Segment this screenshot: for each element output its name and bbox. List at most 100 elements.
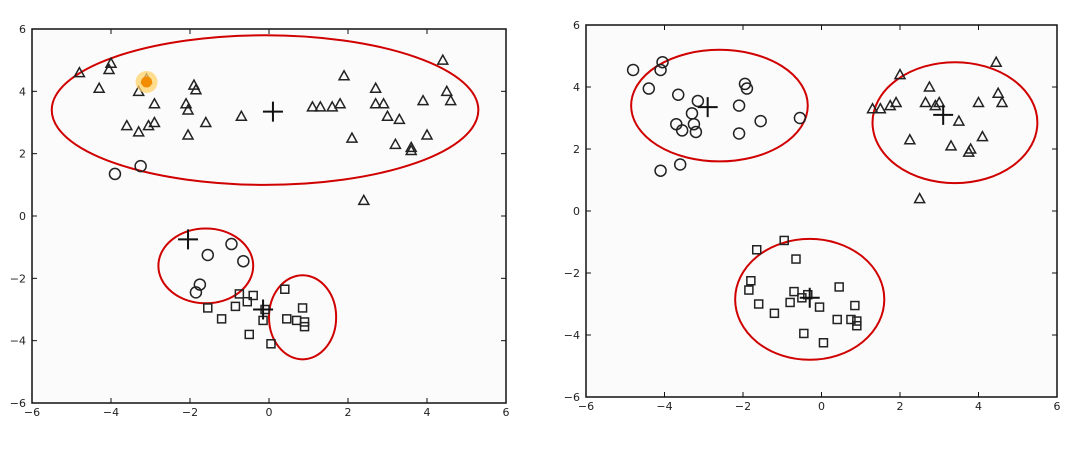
- triangle-point: [73, 66, 86, 78]
- triangle-point: [120, 119, 134, 131]
- triangle-point: [189, 83, 203, 95]
- y-tick-label: 2: [19, 148, 26, 161]
- y-tick-label: −6: [10, 397, 26, 410]
- scatter-panel-1: −6 −4 −2 0 2 4 6 6 4 2 0 −2 −4 −6: [10, 23, 510, 419]
- square-point: [799, 328, 809, 339]
- square-point: [785, 297, 795, 308]
- circle-point: [193, 278, 207, 291]
- y-tick-label: −6: [564, 391, 580, 404]
- y-tick-label: 6: [573, 19, 580, 32]
- triangle-point: [893, 68, 907, 80]
- triangle-point: [416, 94, 430, 106]
- x-tick-label: 2: [345, 406, 352, 419]
- y-tick-label: −4: [10, 335, 26, 348]
- centroid-marker: [933, 104, 954, 125]
- x-tick-label: −6: [24, 406, 40, 419]
- y-tick-label: 2: [573, 143, 580, 156]
- triangle-point: [148, 115, 161, 128]
- triangle-point: [199, 115, 213, 128]
- triangle-point: [889, 95, 903, 108]
- y-tick-label: 4: [19, 85, 26, 98]
- cluster-ellipse: [871, 61, 1039, 185]
- triangle-point: [989, 55, 1003, 67]
- x-tick-label: 0: [818, 400, 825, 413]
- triangle-point: [923, 80, 936, 92]
- square-point: [266, 339, 276, 349]
- triangle-point: [420, 128, 434, 140]
- square-point: [832, 314, 842, 325]
- triangle-point: [440, 84, 454, 97]
- triangle-point: [903, 133, 917, 145]
- x-tick-label: −2: [182, 406, 198, 419]
- triangle-point: [181, 103, 195, 115]
- triangle-point: [995, 95, 1009, 108]
- highlight-dot: [141, 76, 153, 88]
- square-point: [230, 301, 241, 312]
- square-point: [242, 296, 253, 307]
- square-point: [850, 300, 860, 311]
- triangle-point: [377, 97, 390, 109]
- square-point: [846, 314, 856, 325]
- triangle-point: [369, 97, 382, 109]
- centroid-marker: [253, 299, 274, 320]
- circle-point: [689, 125, 703, 139]
- circle-point: [671, 88, 685, 101]
- y-tick-label: 0: [19, 210, 26, 223]
- circle-point: [675, 124, 689, 137]
- circle-point: [642, 82, 656, 95]
- triangle-point: [932, 95, 946, 108]
- square-point: [299, 321, 310, 332]
- square-point: [791, 254, 801, 264]
- triangle-point: [866, 102, 879, 114]
- triangle-point: [919, 95, 932, 108]
- circle-point: [134, 159, 147, 173]
- triangle-point: [345, 131, 359, 143]
- y-tick-label: −2: [564, 267, 580, 280]
- circle-point: [732, 127, 746, 140]
- x-tick-label: 4: [424, 406, 431, 419]
- triangle-point: [381, 109, 394, 122]
- circle-point: [201, 248, 215, 262]
- circle-point: [189, 286, 203, 299]
- square-point: [834, 282, 844, 292]
- triangle-point: [389, 137, 402, 150]
- circle-point: [740, 82, 754, 95]
- centroid-marker: [799, 287, 820, 308]
- circle-point: [793, 111, 807, 125]
- square-point: [280, 284, 290, 294]
- circle-point: [685, 107, 699, 120]
- square-point: [234, 289, 245, 299]
- circle-point: [656, 55, 669, 69]
- x-tick-label: −6: [578, 400, 594, 413]
- triangle-point: [444, 94, 457, 106]
- circle-point: [108, 167, 122, 181]
- triangle-point: [148, 97, 161, 109]
- triangle-point: [325, 100, 339, 112]
- cluster-ellipse: [734, 237, 886, 361]
- circle-point: [654, 164, 667, 177]
- cluster-ellipse: [50, 34, 480, 186]
- plot-frame: [585, 24, 1058, 398]
- centroid-marker: [697, 97, 718, 118]
- square-point: [203, 303, 213, 313]
- triangle-point: [972, 95, 985, 108]
- triangle-point: [436, 53, 450, 65]
- triangle-point: [404, 144, 418, 156]
- square-point: [769, 308, 780, 319]
- triangle-point: [991, 86, 1005, 98]
- square-point: [789, 286, 799, 297]
- x-tick-label: −4: [656, 400, 672, 413]
- cluster-ellipse: [268, 274, 338, 361]
- circle-point: [626, 63, 640, 77]
- square-point: [753, 299, 764, 309]
- y-tick-label: −2: [10, 272, 26, 285]
- centroid-marker: [178, 229, 199, 250]
- y-tick-label: 6: [19, 23, 26, 36]
- x-tick-label: 6: [503, 406, 510, 419]
- x-tick-label: 4: [975, 400, 982, 413]
- triangle-point: [393, 112, 406, 125]
- square-point: [779, 235, 789, 246]
- y-tick-label: 4: [573, 81, 580, 94]
- triangle-point: [964, 142, 977, 154]
